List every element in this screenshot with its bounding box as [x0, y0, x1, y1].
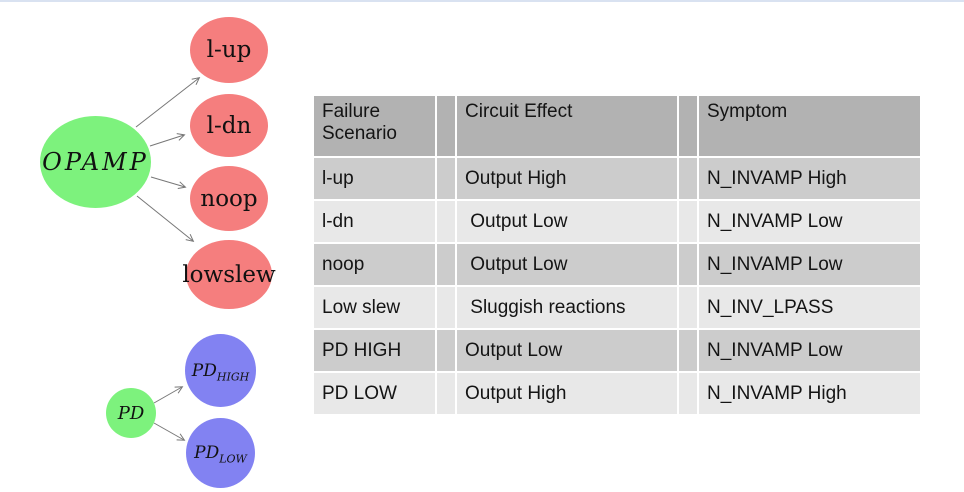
top-border-line	[0, 0, 964, 2]
diagram-arrows	[135, 0, 330, 492]
spacer-cell	[679, 373, 697, 414]
spacer-cell	[679, 287, 697, 328]
cell-scenario: noop	[314, 244, 435, 285]
node-pd-low-label: PDLOW	[194, 443, 247, 466]
spacer-cell	[437, 287, 455, 328]
cell-scenario: l-dn	[314, 201, 435, 242]
header-symptom: Symptom	[699, 96, 920, 156]
cell-symptom: N_INVAMP Low	[699, 201, 920, 242]
fault-diagram: OPAMP l-up l-dn noop lowslew PD PDHIGH P…	[0, 0, 330, 492]
spacer-cell	[437, 158, 455, 199]
table-header-row: Failure Scenario Circuit Effect Symptom	[314, 96, 920, 156]
edge-pd-pdlow	[153, 422, 184, 440]
cell-symptom: N_INV_LPASS	[699, 287, 920, 328]
spacer-cell	[437, 373, 455, 414]
node-noop: noop	[190, 166, 268, 231]
spacer-cell	[679, 201, 697, 242]
node-l-up-label: l-up	[206, 37, 252, 63]
edge-opamp-lup	[135, 78, 199, 128]
table-row: l-up Output High N_INVAMP High	[314, 158, 920, 199]
node-pd-low-subscript: LOW	[219, 452, 247, 466]
edge-pd-pdhigh	[153, 387, 182, 404]
header-spacer-2	[679, 96, 697, 156]
header-circuit-effect: Circuit Effect	[457, 96, 677, 156]
spacer-cell	[679, 244, 697, 285]
cell-symptom: N_INVAMP Low	[699, 244, 920, 285]
spacer-cell	[437, 244, 455, 285]
node-opamp-label: OPAMP	[42, 148, 149, 176]
table-row: PD LOW Output High N_INVAMP High	[314, 373, 920, 414]
table-row: l-dn Output Low N_INVAMP Low	[314, 201, 920, 242]
node-pd-low: PDLOW	[186, 418, 255, 488]
cell-scenario: PD LOW	[314, 373, 435, 414]
node-pd-high-label: PDHIGH	[191, 360, 250, 383]
failure-table: Failure Scenario Circuit Effect Symptom …	[312, 94, 922, 416]
cell-scenario: l-up	[314, 158, 435, 199]
spacer-cell	[679, 158, 697, 199]
node-pd-high-subscript: HIGH	[216, 369, 250, 383]
cell-symptom: N_INVAMP High	[699, 373, 920, 414]
table-row: noop Output Low N_INVAMP Low	[314, 244, 920, 285]
table-row: PD HIGH Output Low N_INVAMP Low	[314, 330, 920, 371]
edge-opamp-ldn	[149, 135, 184, 147]
table-row: Low slew Sluggish reactions N_INV_LPASS	[314, 287, 920, 328]
node-l-up: l-up	[190, 17, 268, 83]
node-lowslew-label: lowslew	[182, 261, 276, 288]
header-spacer-1	[437, 96, 455, 156]
spacer-cell	[437, 330, 455, 371]
header-failure-scenario: Failure Scenario	[314, 96, 435, 156]
node-pd-high: PDHIGH	[185, 334, 256, 407]
edge-opamp-lowslew	[136, 195, 193, 241]
spacer-cell	[437, 201, 455, 242]
node-l-dn-label: l-dn	[206, 112, 252, 139]
node-pd-label: PD	[117, 402, 145, 424]
cell-effect: Sluggish reactions	[457, 287, 677, 328]
cell-scenario: Low slew	[314, 287, 435, 328]
cell-effect: Output High	[457, 158, 677, 199]
node-noop-label: noop	[200, 185, 258, 212]
spacer-cell	[679, 330, 697, 371]
cell-symptom: N_INVAMP Low	[699, 330, 920, 371]
cell-effect: Output Low	[457, 330, 677, 371]
cell-effect: Output Low	[457, 244, 677, 285]
node-lowslew: lowslew	[182, 240, 276, 309]
cell-effect: Output Low	[457, 201, 677, 242]
cell-symptom: N_INVAMP High	[699, 158, 920, 199]
cell-scenario: PD HIGH	[314, 330, 435, 371]
node-pd: PD	[106, 388, 156, 438]
cell-effect: Output High	[457, 373, 677, 414]
node-opamp: OPAMP	[40, 116, 151, 208]
node-l-dn: l-dn	[190, 94, 268, 157]
edge-opamp-noop	[150, 176, 185, 187]
